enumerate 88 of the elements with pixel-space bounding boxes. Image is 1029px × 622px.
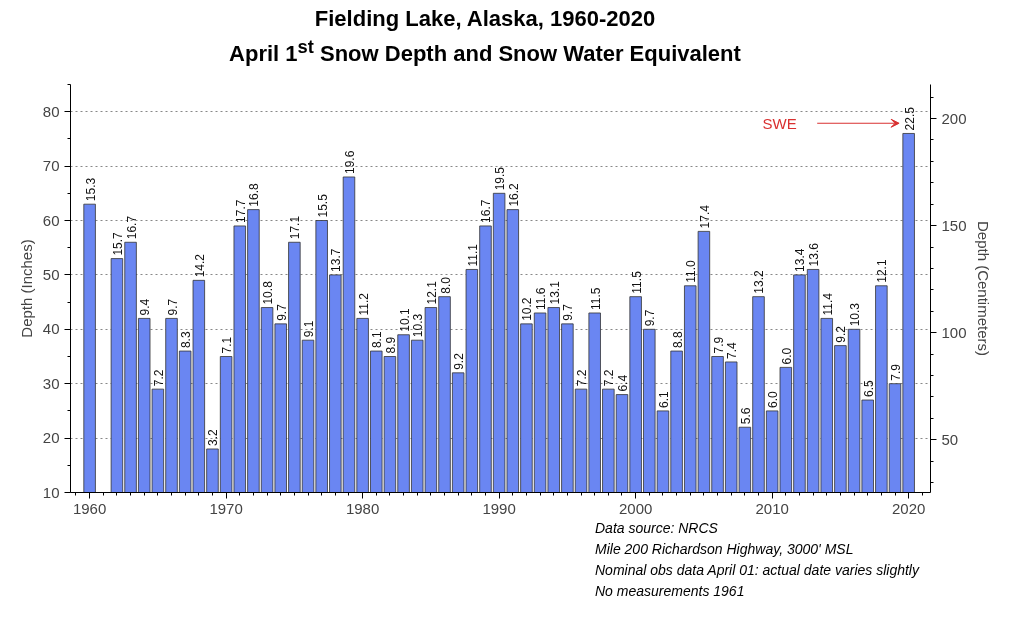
annotation: SWE xyxy=(762,114,797,132)
x-tick-label: 1970 xyxy=(209,499,243,517)
annotation: 10.3 xyxy=(848,302,863,327)
x-tick-label: 1980 xyxy=(345,499,380,517)
text: No measurements 1961 xyxy=(595,583,745,599)
annotation: 16.2 xyxy=(506,182,521,207)
chart-title: Fielding Lake, Alaska, 1960-2020 xyxy=(314,6,656,31)
annotation: 9.4 xyxy=(138,298,153,316)
y2-axis-title: Depth (Centimeters) xyxy=(974,220,992,357)
annotation: 6.0 xyxy=(779,347,794,365)
text: Nominal obs data April 01: actual date varies slightly xyxy=(595,562,919,578)
text: Mile 200 Richardson Highway, 3000' MSL xyxy=(595,541,854,557)
y2-tick-label: 50 xyxy=(941,430,959,448)
annotation: 11.5 xyxy=(588,287,603,310)
annotation: 6.0 xyxy=(766,390,781,408)
y-tick-label: 70 xyxy=(42,157,60,175)
y-tick-label: 10 xyxy=(42,483,60,501)
annotation: 10.2 xyxy=(520,297,535,321)
annotation: 13.7 xyxy=(329,248,344,272)
source-note: Data source: NRCS xyxy=(595,520,718,536)
chart-subtitle: April 1$^{st}$ Snow Depth and Snow Water Equivalent xyxy=(229,36,741,67)
annotation: 16.7 xyxy=(124,215,139,240)
annotation: 19.5 xyxy=(493,166,508,191)
annotation: 22.5 xyxy=(902,106,917,131)
annotation: 9.7 xyxy=(274,303,289,321)
annotation: 9.7 xyxy=(561,303,576,321)
annotation: 19.6 xyxy=(342,150,357,174)
annotation: 17.1 xyxy=(288,215,303,240)
annotation: 9.7 xyxy=(643,309,658,327)
annotation: 12.1 xyxy=(424,280,439,305)
annotation: 13.2 xyxy=(752,269,767,294)
annotation: 17.7 xyxy=(233,199,248,223)
annotation: 16.7 xyxy=(479,199,494,223)
annotation: 10.8 xyxy=(261,280,276,305)
annotation: 11.1 xyxy=(465,243,480,267)
annotation: 7.2 xyxy=(575,369,590,387)
annotation: 8.0 xyxy=(438,276,453,294)
x-tick-label: 2000 xyxy=(618,499,653,517)
annotation: 10.1 xyxy=(397,308,412,332)
x-tick-label: 2010 xyxy=(755,499,789,517)
y-tick-label: 30 xyxy=(42,374,60,392)
annotation: 17.4 xyxy=(697,204,712,229)
annotation: 6.1 xyxy=(656,390,671,408)
x-tick-label: 1990 xyxy=(482,499,516,517)
annotation: 7.9 xyxy=(711,336,726,354)
annotation: 6.4 xyxy=(615,374,630,392)
annotation: 8.3 xyxy=(179,331,194,349)
annotation: 13.6 xyxy=(807,242,822,267)
annotation: 3.2 xyxy=(206,428,221,446)
annotation: 7.4 xyxy=(725,341,740,359)
annotation: 13.4 xyxy=(793,248,808,272)
annotation: 15.3 xyxy=(83,177,98,202)
y-tick-label: 50 xyxy=(42,265,60,283)
annotation: 11.2 xyxy=(356,292,371,316)
y2-tick-label: 150 xyxy=(941,216,967,234)
annotation: 9.1 xyxy=(302,320,317,338)
annotation: 9.7 xyxy=(165,298,180,316)
annotation: 8.9 xyxy=(383,336,398,354)
annotation: 9.2 xyxy=(834,325,849,343)
annotation: 11.6 xyxy=(534,287,549,310)
y-axis-title: Depth (Inches) xyxy=(17,239,35,338)
y-tick-label: 20 xyxy=(42,429,60,447)
annotation: 8.8 xyxy=(670,331,685,349)
annotation: 9.2 xyxy=(452,352,467,370)
annotation: 11.0 xyxy=(684,259,699,283)
annotation: 10.3 xyxy=(411,313,426,338)
annotation: 7.9 xyxy=(889,363,904,381)
y-tick-label: 80 xyxy=(42,102,60,120)
annotation: 16.8 xyxy=(247,182,262,207)
annotation: 6.5 xyxy=(861,380,876,398)
y2-tick-label: 100 xyxy=(941,323,967,341)
annotation: 15.7 xyxy=(110,231,125,256)
annotation: 7.2 xyxy=(602,369,617,387)
annotation: 11.5 xyxy=(629,270,644,294)
annotation: 5.6 xyxy=(738,407,753,425)
annotation: 13.1 xyxy=(547,280,562,305)
y-tick-label: 40 xyxy=(42,320,60,338)
annotation: 14.2 xyxy=(192,253,207,278)
x-tick-label: 2020 xyxy=(891,499,926,517)
annotation: 12.1 xyxy=(875,259,890,283)
annotation: 8.1 xyxy=(370,331,385,349)
x-tick-label: 1960 xyxy=(72,499,107,517)
annotation: 11.4 xyxy=(820,292,835,316)
y-tick-label: 60 xyxy=(42,211,60,229)
y2-tick-label: 200 xyxy=(941,109,967,127)
annotation: 15.5 xyxy=(315,193,330,218)
annotation: 7.2 xyxy=(151,369,166,387)
annotation: 7.1 xyxy=(220,336,235,354)
